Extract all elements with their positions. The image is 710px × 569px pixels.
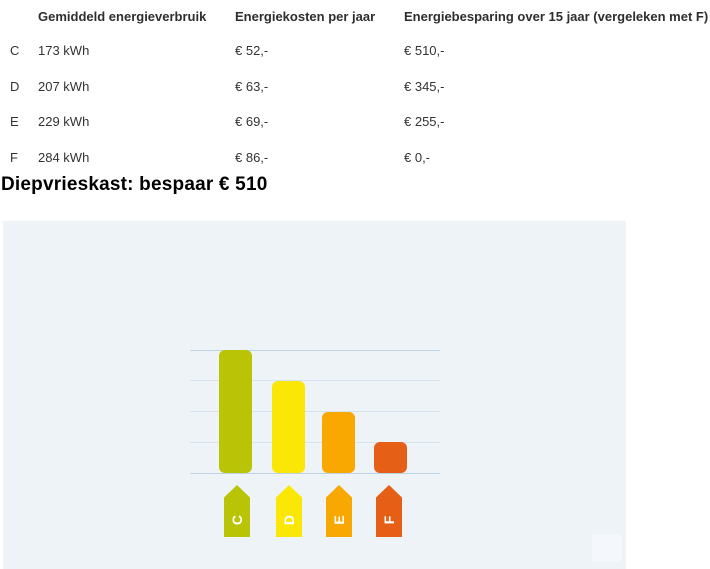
energy-label-tag-f: F bbox=[376, 485, 402, 537]
tag-letter-f: F bbox=[381, 515, 397, 525]
bar-c bbox=[219, 350, 252, 473]
gridline bbox=[190, 411, 440, 412]
tag-letter-d: D bbox=[281, 514, 297, 526]
energy-comparison-table: Gemiddeld energieverbruik Energiekosten … bbox=[0, 0, 710, 175]
cell-besparing: € 0,- bbox=[404, 149, 431, 165]
bar-plot bbox=[190, 349, 440, 474]
cell-kosten: € 86,- bbox=[235, 149, 269, 165]
row-label: D bbox=[10, 78, 20, 94]
bar-e bbox=[322, 411, 355, 473]
bar-f bbox=[374, 442, 407, 473]
tag-letter-e: E bbox=[331, 515, 347, 525]
cell-kosten: € 69,- bbox=[235, 114, 269, 130]
watermark bbox=[592, 534, 622, 562]
col-header-verbruik: Gemiddeld energieverbruik bbox=[38, 9, 207, 24]
gridline bbox=[190, 349, 440, 351]
gridline bbox=[190, 472, 440, 474]
energy-label-tag-d: D bbox=[276, 485, 302, 537]
cell-verbruik: 173 kWh bbox=[38, 43, 90, 59]
col-header-kosten: Energiekosten per jaar bbox=[235, 9, 376, 24]
cell-verbruik: 229 kWh bbox=[38, 114, 90, 130]
cell-kosten: € 52,- bbox=[235, 43, 269, 59]
table-row: D 207 kWh € 63,- € 345,- bbox=[10, 69, 710, 105]
cell-besparing: € 345,- bbox=[404, 78, 445, 94]
energy-label-chart-panel: C D E F bbox=[3, 221, 626, 569]
table-header-row: Gemiddeld energieverbruik Energiekosten … bbox=[10, 0, 710, 33]
table-row: E 229 kWh € 69,- € 255,- bbox=[10, 104, 710, 140]
cell-verbruik: 284 kWh bbox=[38, 149, 90, 165]
cell-kosten: € 63,- bbox=[235, 78, 269, 94]
page-title: Diepvrieskast: bespaar € 510 bbox=[1, 174, 268, 195]
energy-label-tag-c: C bbox=[224, 485, 250, 537]
cell-besparing: € 510,- bbox=[404, 43, 445, 59]
cell-verbruik: 207 kWh bbox=[38, 78, 90, 94]
table-row: F 284 kWh € 86,- € 0,- bbox=[10, 140, 710, 176]
table-row: C 173 kWh € 52,- € 510,- bbox=[10, 33, 710, 69]
gridline bbox=[190, 441, 440, 443]
energy-label-tag-e: E bbox=[326, 485, 352, 537]
gridline bbox=[190, 380, 440, 382]
row-label: C bbox=[10, 43, 20, 59]
row-label: F bbox=[10, 149, 18, 165]
tag-letter-c: C bbox=[229, 514, 245, 526]
col-header-besparing: Energiebesparing over 15 jaar (vergeleke… bbox=[404, 9, 709, 24]
energy-label-tags: C D E F bbox=[190, 485, 440, 537]
cell-besparing: € 255,- bbox=[404, 114, 445, 130]
row-label: E bbox=[10, 114, 19, 130]
bar-d bbox=[272, 380, 305, 473]
